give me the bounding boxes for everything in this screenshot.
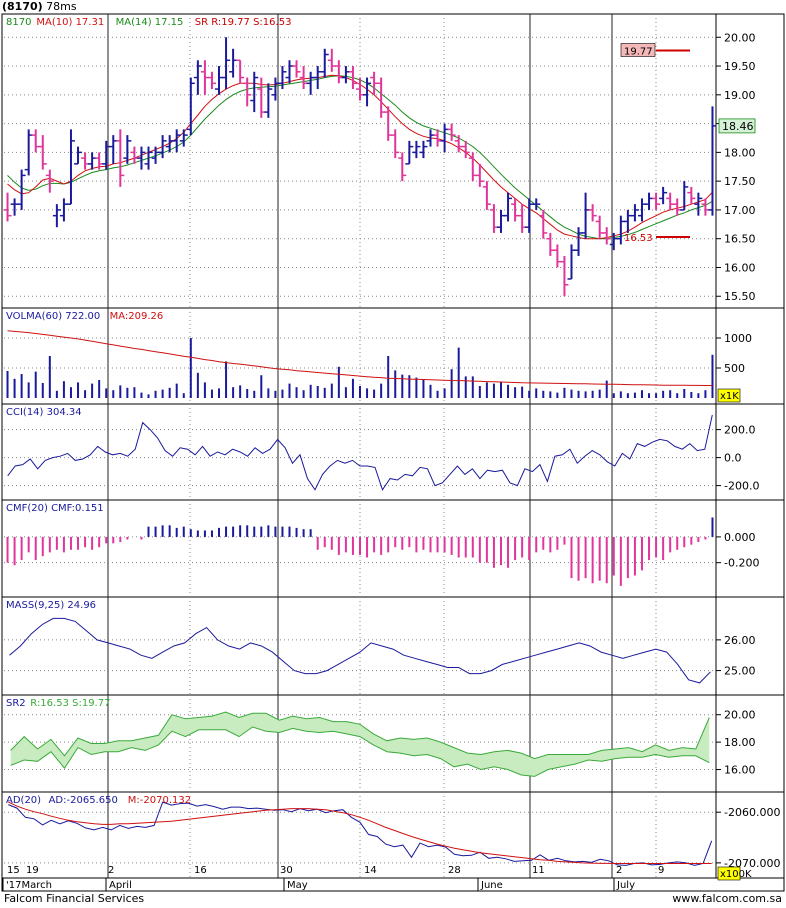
legend-label: MA(14) 17.15: [116, 17, 184, 28]
date-label: 15: [7, 865, 20, 876]
y-tick-label: 17.00: [724, 204, 756, 217]
legend-label: CCI(14) 304.34: [6, 407, 82, 418]
y-tick-label: -0.200: [724, 557, 759, 570]
symbol-label: (8170): [2, 0, 43, 13]
legend-label: R:16.53 S:19.77: [30, 698, 110, 709]
date-label: 2: [616, 865, 622, 876]
volume-ma-line: [7, 330, 713, 386]
legend-label: MA(10) 17.31: [36, 17, 104, 28]
legend-label: AD:-2065.650: [49, 795, 118, 806]
resistance-label: 19.77: [624, 47, 653, 58]
mass-index-line: [9, 617, 711, 684]
last-price-badge: [718, 118, 756, 134]
legend-label: 8170: [6, 17, 31, 28]
unit-badge: [717, 866, 741, 881]
timing-label: 78ms: [46, 0, 77, 13]
ad-line: [8, 801, 713, 866]
legend-label: MA:209.26: [110, 311, 164, 322]
month-label: July: [616, 880, 635, 891]
y-tick-label: 20.00: [724, 709, 756, 722]
date-label: 9: [658, 865, 664, 876]
resistance-badge: [620, 43, 656, 57]
legend-label: VOLMA(60) 722.00: [6, 311, 100, 322]
legend-label: MASS(9,25) 24.96: [6, 600, 96, 611]
sr2-upper-line: [10, 711, 710, 760]
support-label: 16.53: [624, 233, 653, 244]
y-tick-label: 18.00: [724, 146, 756, 159]
sr2-band: [10, 712, 710, 777]
y-tick-label: 0.000: [724, 531, 756, 544]
y-tick-label: 19.00: [724, 89, 756, 102]
y-tick-label: -2070.000: [724, 857, 780, 870]
y-tick-label: 20.00: [724, 31, 756, 44]
legend-label: AD(20): [6, 795, 41, 806]
y-tick-label: 19.50: [724, 60, 756, 73]
y-tick-label: -2060.000: [724, 806, 780, 819]
legend-label: SR R:19.77 S:16.53: [195, 17, 292, 28]
y-tick-label: 25.00: [724, 665, 756, 678]
y-tick-label: 16.50: [724, 233, 756, 246]
y-tick-label: 15.50: [724, 290, 756, 303]
y-tick-label: 500: [724, 362, 745, 375]
y-tick-label: 16.00: [724, 764, 756, 777]
y-tick-label: 18.00: [724, 736, 756, 749]
unit-badge: [717, 388, 741, 403]
y-tick-label: 0.0: [724, 452, 742, 465]
month-label: June: [480, 880, 503, 891]
y-tick-label: 17.50: [724, 175, 756, 188]
ad-ma-line: [8, 801, 712, 864]
month-label: May: [287, 880, 308, 891]
date-label: 2: [108, 865, 114, 876]
y-tick-label: 26.00: [724, 634, 756, 647]
sr2-lower-line: [10, 726, 710, 777]
month-label: '17March: [6, 880, 52, 891]
legend-label: CMF(20) CMF:0.151: [6, 503, 104, 514]
y-tick-label: 200.0: [724, 424, 756, 437]
month-label: April: [109, 880, 132, 891]
unit-badge-label: x100K: [720, 869, 752, 880]
legend-label: SR2: [6, 698, 26, 709]
last-price-label: 18.46: [722, 120, 754, 133]
date-label: 30: [280, 865, 293, 876]
y-tick-label: -200.0: [724, 480, 759, 493]
cci-line: [7, 414, 713, 491]
date-label: 19: [26, 865, 39, 876]
y-tick-label: 1000: [724, 332, 752, 345]
date-label: 16: [194, 865, 207, 876]
date-label: 14: [364, 865, 377, 876]
chart-header: (8170) 78ms: [2, 0, 77, 13]
unit-badge-label: x1K: [720, 391, 739, 402]
date-label: 11: [532, 865, 545, 876]
footer-company: Falcom Financial Services: [4, 892, 144, 905]
legend-label: M:-2070.132: [128, 795, 191, 806]
footer-url: www.falcom.com.sa: [672, 892, 782, 905]
y-tick-label: 16.00: [724, 261, 756, 274]
date-label: 28: [448, 865, 461, 876]
chart-frame: [1, 13, 785, 892]
